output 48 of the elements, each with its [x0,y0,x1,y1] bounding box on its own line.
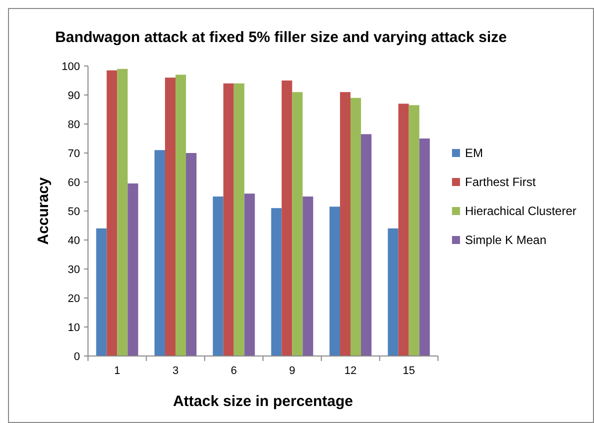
bar [234,83,244,356]
y-tick-label: 90 [68,90,80,102]
bar [302,196,314,356]
chart-title: Bandwagon attack at fixed 5% filler size and varying attack size [55,29,507,46]
y-axis-title: Accuracy [35,176,52,245]
y-tick-label: 70 [68,148,80,160]
bar [340,92,350,356]
bar [96,228,107,356]
bar [165,78,176,356]
bar [408,105,420,356]
y-tick-label: 0 [74,350,80,363]
bar [106,70,118,356]
bar [361,134,372,356]
x-tick-label: 12 [344,365,357,377]
legend-label: EM [465,146,484,160]
bar [128,183,138,356]
y-tick-label: 80 [68,118,80,131]
y-tick-label: 50 [68,206,80,218]
x-tick-label: 6 [230,365,237,377]
bar [154,150,165,356]
legend-label: Simple K Mean [465,233,546,248]
bar [186,153,196,356]
bar [398,104,409,356]
bar [282,80,292,356]
x-tick-label: 1 [114,365,120,377]
x-axis-title: Attack size in percentage [172,393,354,410]
bar [176,74,186,356]
bar [212,196,224,356]
bar [419,138,430,356]
y-tick-label: 60 [68,176,80,189]
bar [292,92,303,356]
bar [388,228,398,356]
x-tick-label: 9 [289,365,296,377]
y-tick-label: 100 [62,60,80,73]
bar [117,68,128,356]
bar [244,194,255,356]
x-tick-label: 3 [172,365,179,377]
bar [350,98,361,356]
y-tick-label: 30 [68,264,80,276]
legend-label: Hierachical Clusterer [465,204,576,218]
bar [223,83,234,356]
legend-label: Farthest First [465,175,536,190]
x-tick-label: 15 [402,365,415,377]
y-tick-label: 20 [68,292,80,305]
y-tick-label: 40 [68,234,80,247]
y-tick-label: 10 [68,322,80,334]
bar [330,206,340,356]
bar [271,208,282,356]
